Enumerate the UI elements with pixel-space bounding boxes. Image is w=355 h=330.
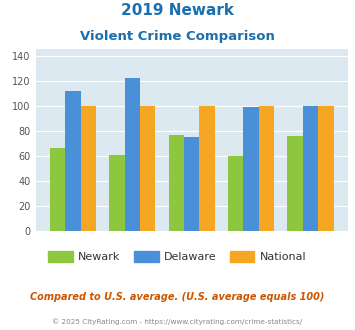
Bar <box>81 106 96 231</box>
Bar <box>244 107 259 231</box>
Bar <box>65 91 81 231</box>
Text: Compared to U.S. average. (U.S. average equals 100): Compared to U.S. average. (U.S. average … <box>30 292 325 302</box>
Bar <box>228 156 244 231</box>
Bar <box>259 106 274 231</box>
Bar <box>200 106 215 231</box>
Bar <box>303 106 318 231</box>
Bar <box>125 78 140 231</box>
Text: 2019 Newark: 2019 Newark <box>121 3 234 18</box>
Bar <box>109 155 125 231</box>
Bar <box>318 106 334 231</box>
Text: Violent Crime Comparison: Violent Crime Comparison <box>80 30 275 43</box>
Bar <box>140 106 155 231</box>
Text: © 2025 CityRating.com - https://www.cityrating.com/crime-statistics/: © 2025 CityRating.com - https://www.city… <box>53 318 302 325</box>
Bar <box>50 148 65 231</box>
Bar <box>287 136 303 231</box>
Legend: Newark, Delaware, National: Newark, Delaware, National <box>44 247 311 267</box>
Bar <box>184 137 200 231</box>
Bar <box>169 135 184 231</box>
